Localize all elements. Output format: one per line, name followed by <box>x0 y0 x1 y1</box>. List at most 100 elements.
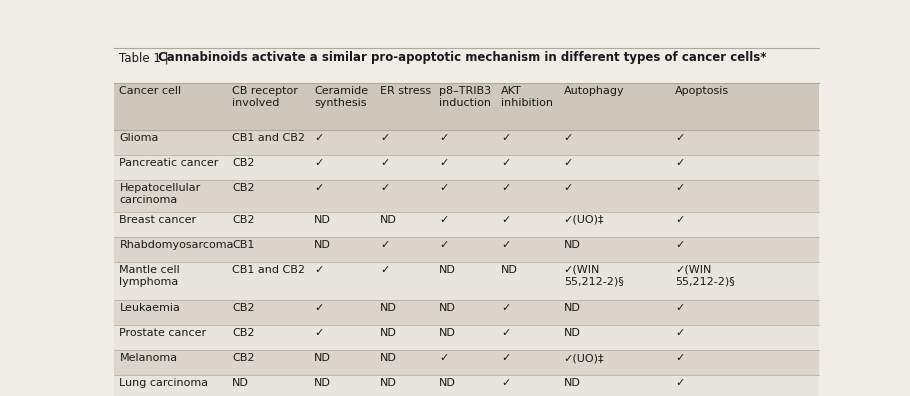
Text: ✓: ✓ <box>501 353 511 363</box>
Text: ND: ND <box>439 303 456 313</box>
Bar <box>114 130 819 155</box>
Text: ✓: ✓ <box>439 215 449 225</box>
Text: Prostate cancer: Prostate cancer <box>119 328 207 338</box>
Text: ✓: ✓ <box>380 265 389 275</box>
Text: ✓: ✓ <box>501 133 511 143</box>
Bar <box>114 325 819 350</box>
Text: ND: ND <box>563 303 581 313</box>
Text: ✓: ✓ <box>439 158 449 168</box>
Text: Melanoma: Melanoma <box>119 353 177 363</box>
Text: ✓: ✓ <box>314 265 323 275</box>
Text: ✓: ✓ <box>675 378 684 388</box>
Text: ✓: ✓ <box>314 133 323 143</box>
Bar <box>114 262 819 300</box>
Bar <box>114 237 819 262</box>
Text: ✓: ✓ <box>501 158 511 168</box>
Text: ND: ND <box>439 328 456 338</box>
Text: ND: ND <box>314 240 331 250</box>
Text: Hepatocellular
carcinoma: Hepatocellular carcinoma <box>119 183 200 204</box>
Text: ✓: ✓ <box>501 183 511 193</box>
Text: ✓(WIN
55,212-2)§: ✓(WIN 55,212-2)§ <box>563 265 623 287</box>
Text: ✓: ✓ <box>675 158 684 168</box>
Text: ND: ND <box>380 328 397 338</box>
Text: CB1: CB1 <box>232 240 255 250</box>
Text: ✓(UO)‡: ✓(UO)‡ <box>563 353 604 363</box>
Text: CB2: CB2 <box>232 328 255 338</box>
Text: ✓: ✓ <box>439 183 449 193</box>
Text: ✓: ✓ <box>314 183 323 193</box>
Text: ✓(WIN
55,212-2)§: ✓(WIN 55,212-2)§ <box>675 265 735 287</box>
Text: ✓: ✓ <box>380 183 389 193</box>
Text: Leukaemia: Leukaemia <box>119 303 180 313</box>
Text: ✓: ✓ <box>314 328 323 338</box>
Text: ND: ND <box>314 215 331 225</box>
Text: ND: ND <box>563 378 581 388</box>
Bar <box>114 155 819 180</box>
Text: CB2: CB2 <box>232 303 255 313</box>
Text: ✓: ✓ <box>380 240 389 250</box>
Text: ND: ND <box>380 215 397 225</box>
Text: ✓: ✓ <box>439 133 449 143</box>
Text: p8–TRIB3
induction: p8–TRIB3 induction <box>439 86 491 108</box>
Text: ✓: ✓ <box>563 183 573 193</box>
Text: ER stress: ER stress <box>380 86 431 96</box>
Bar <box>114 375 819 396</box>
Text: Mantle cell
lymphoma: Mantle cell lymphoma <box>119 265 180 287</box>
Text: ✓: ✓ <box>501 303 511 313</box>
Bar <box>114 212 819 237</box>
Text: ND: ND <box>563 328 581 338</box>
Text: ✓: ✓ <box>675 303 684 313</box>
Text: ✓: ✓ <box>439 353 449 363</box>
Text: Breast cancer: Breast cancer <box>119 215 197 225</box>
Text: Pancreatic cancer: Pancreatic cancer <box>119 158 218 168</box>
Text: CB1 and CB2: CB1 and CB2 <box>232 265 305 275</box>
Text: CB2: CB2 <box>232 183 255 193</box>
Text: ✓: ✓ <box>314 303 323 313</box>
Text: ✓: ✓ <box>563 158 573 168</box>
Text: ND: ND <box>563 240 581 250</box>
Text: Cannabinoids activate a similar pro-apoptotic mechanism in different types of ca: Cannabinoids activate a similar pro-apop… <box>158 51 767 64</box>
Bar <box>114 83 819 130</box>
Text: CB2: CB2 <box>232 215 255 225</box>
Text: ✓: ✓ <box>563 133 573 143</box>
Text: ✓: ✓ <box>675 183 684 193</box>
Text: CB1 and CB2: CB1 and CB2 <box>232 133 305 143</box>
Text: CB2: CB2 <box>232 353 255 363</box>
Text: ✓: ✓ <box>501 378 511 388</box>
Text: AKT
inhibition: AKT inhibition <box>501 86 553 108</box>
Bar <box>114 180 819 212</box>
Text: ✓: ✓ <box>501 328 511 338</box>
Text: ND: ND <box>232 378 249 388</box>
Text: Glioma: Glioma <box>119 133 158 143</box>
Text: Rhabdomyosarcoma: Rhabdomyosarcoma <box>119 240 234 250</box>
Bar <box>114 300 819 325</box>
Text: ✓: ✓ <box>501 215 511 225</box>
Text: ✓: ✓ <box>675 240 684 250</box>
Text: ND: ND <box>380 378 397 388</box>
Bar <box>114 48 819 83</box>
Text: ✓: ✓ <box>380 158 389 168</box>
Text: ND: ND <box>439 265 456 275</box>
Text: ✓: ✓ <box>501 240 511 250</box>
Text: ND: ND <box>439 378 456 388</box>
Text: ND: ND <box>314 353 331 363</box>
Text: Ceramide
synthesis: Ceramide synthesis <box>314 86 369 108</box>
Text: Lung carcinoma: Lung carcinoma <box>119 378 208 388</box>
Bar <box>114 350 819 375</box>
Text: CB receptor
involved: CB receptor involved <box>232 86 298 108</box>
Text: ✓: ✓ <box>675 133 684 143</box>
Text: ✓(UO)‡: ✓(UO)‡ <box>563 215 604 225</box>
Text: ND: ND <box>380 303 397 313</box>
Text: Cancer cell: Cancer cell <box>119 86 181 96</box>
Text: ✓: ✓ <box>675 328 684 338</box>
Text: Table 1 |: Table 1 | <box>119 51 173 64</box>
Text: Autophagy: Autophagy <box>563 86 624 96</box>
Text: ND: ND <box>314 378 331 388</box>
Text: Apoptosis: Apoptosis <box>675 86 729 96</box>
Text: CB2: CB2 <box>232 158 255 168</box>
Text: ✓: ✓ <box>675 215 684 225</box>
Text: ND: ND <box>380 353 397 363</box>
Text: ✓: ✓ <box>314 158 323 168</box>
Text: ND: ND <box>501 265 518 275</box>
Text: ✓: ✓ <box>439 240 449 250</box>
